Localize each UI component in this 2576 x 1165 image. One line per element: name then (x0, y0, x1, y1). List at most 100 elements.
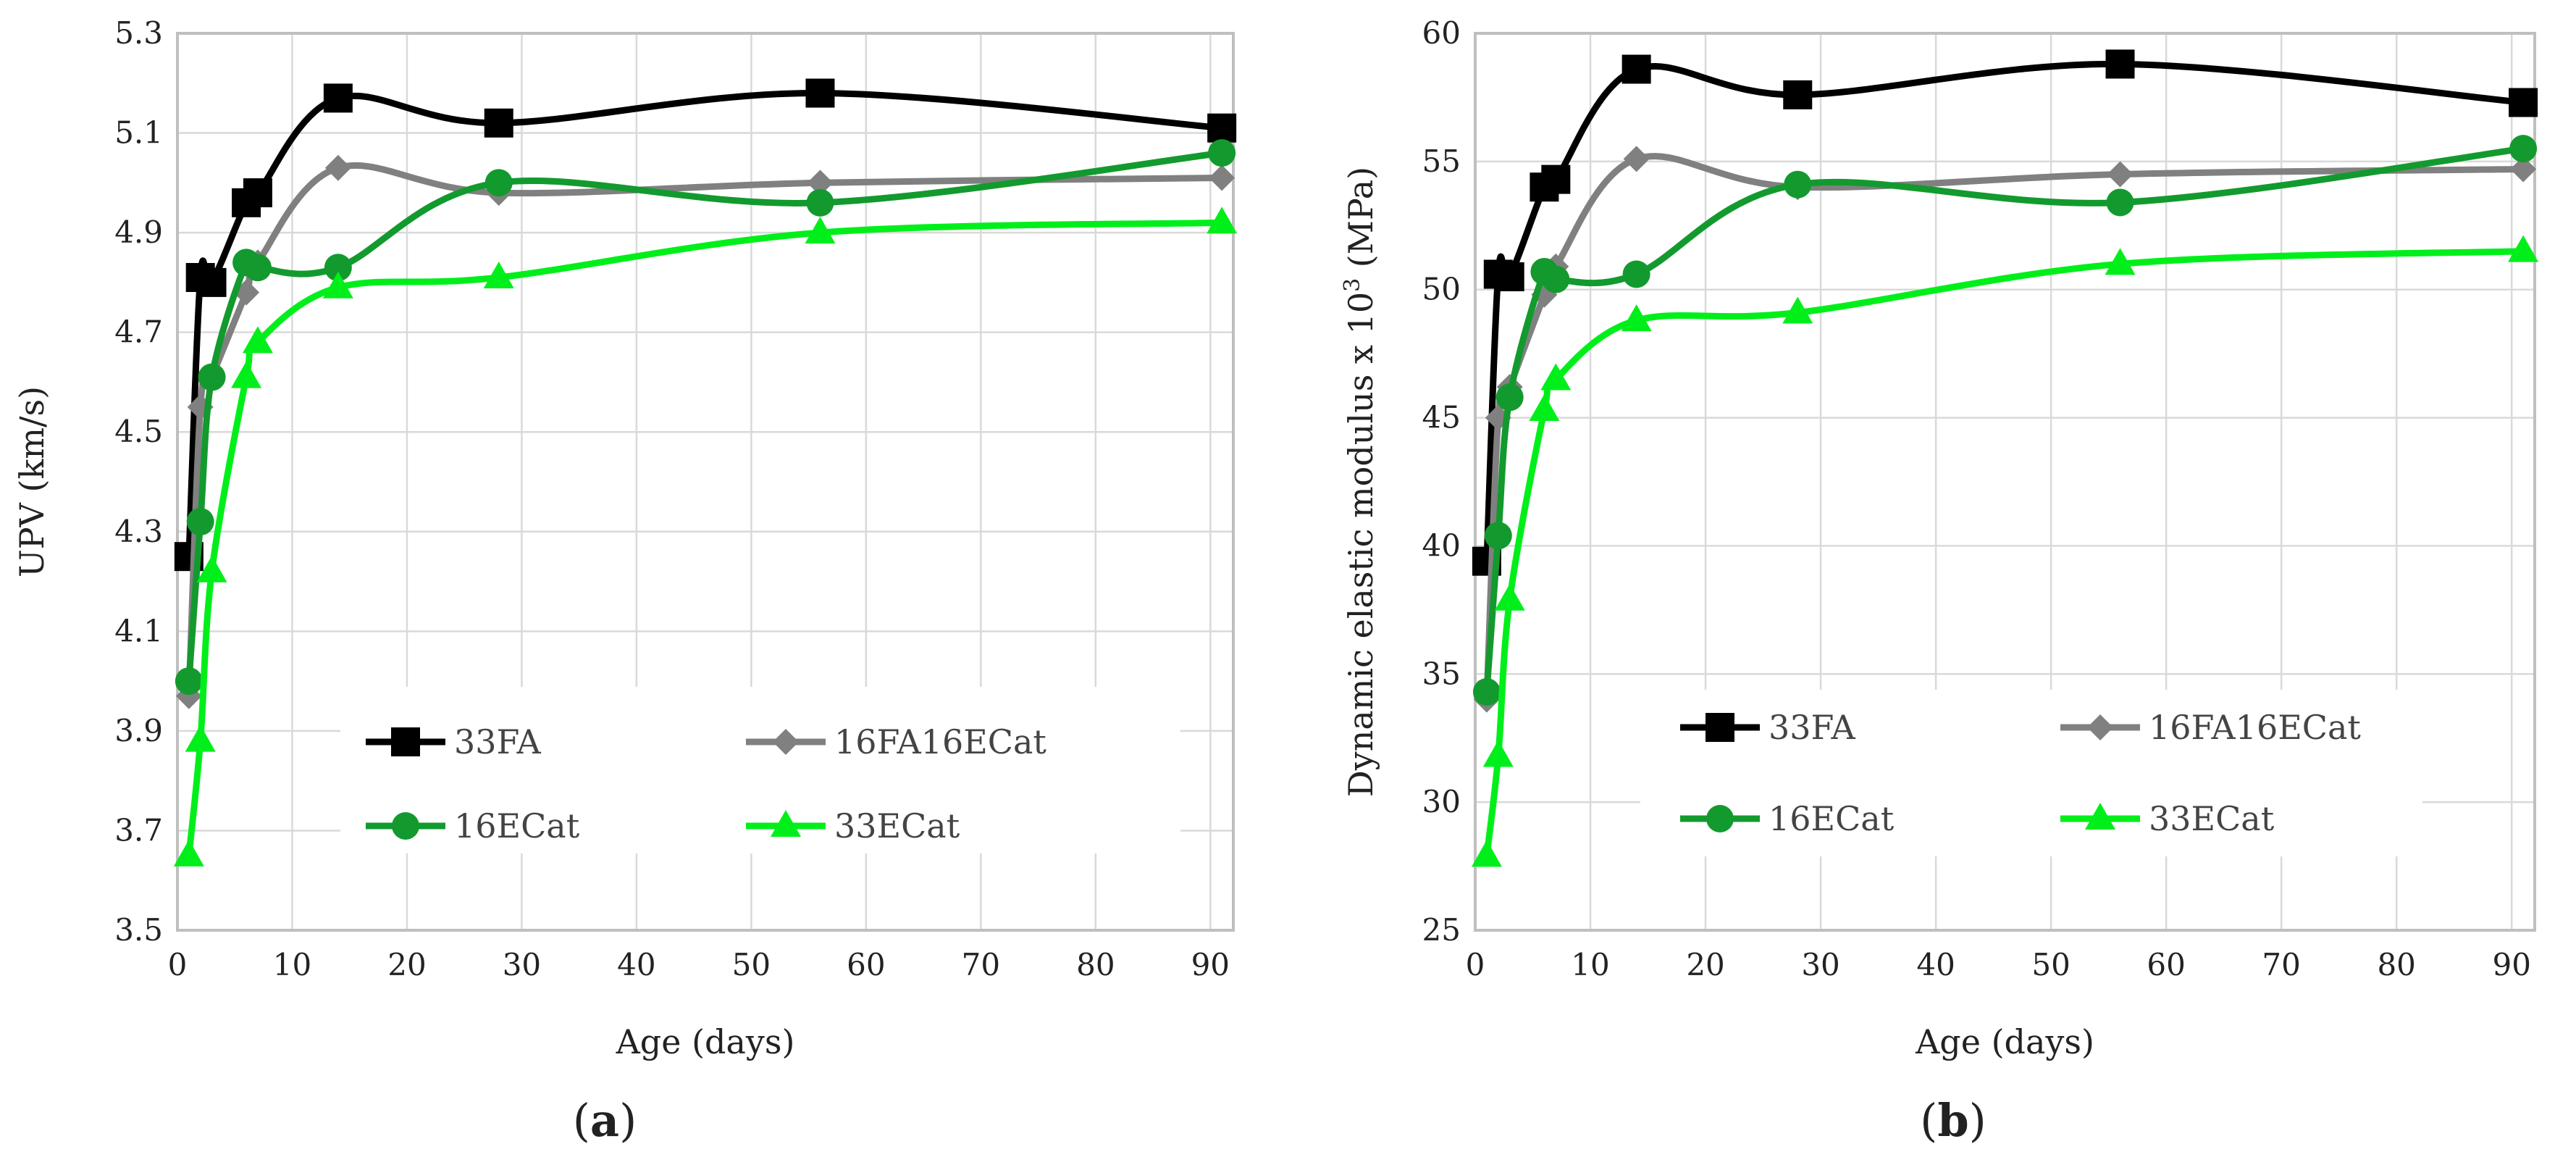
data-point (243, 178, 272, 208)
legend-marker (2087, 714, 2113, 740)
x-tick-label: 0 (1466, 947, 1485, 982)
series-16FA16ECat (1473, 146, 2537, 713)
x-axis-title: Age (days) (616, 1022, 795, 1061)
data-point (2509, 135, 2538, 163)
y-tick-label: 5.3 (114, 15, 163, 51)
data-point (186, 508, 214, 536)
data-point (231, 361, 262, 388)
data-point (1782, 296, 1813, 324)
plot-area-border (176, 32, 1235, 932)
data-point (1541, 164, 1571, 194)
series-33ECat (1471, 235, 2539, 867)
panel-label: (a) (573, 1094, 637, 1147)
x-tick-label: 60 (847, 947, 885, 982)
y-tick-label: 3.7 (114, 812, 163, 848)
y-tick-label: 4.5 (114, 414, 163, 449)
y-tick-label: 50 (1422, 272, 1461, 307)
legend-marker (2085, 803, 2115, 830)
legend-entry: 16FA16ECat (2060, 708, 2361, 747)
x-tick-label: 80 (1076, 947, 1115, 982)
data-point (1208, 139, 1236, 167)
data-point (197, 267, 227, 297)
series-33FA (174, 78, 1237, 572)
x-tick-label: 30 (503, 947, 541, 982)
data-point (322, 271, 353, 298)
legend-entry: 33FA (1680, 708, 1855, 747)
legend-label: 33FA (1769, 708, 1855, 747)
data-point (324, 254, 352, 282)
data-point (1472, 678, 1501, 706)
data-point (2508, 235, 2539, 262)
data-point (1621, 304, 1652, 332)
x-tick-label: 70 (2262, 947, 2300, 982)
y-tick-label: 5.1 (114, 115, 163, 151)
x-tick-label: 0 (168, 947, 188, 982)
series-33ECat (173, 206, 1238, 867)
x-tick-label: 30 (1801, 947, 1839, 982)
data-point (1495, 383, 1524, 412)
legend-entry: 16FA16ECat (746, 722, 1046, 761)
x-tick-label: 20 (387, 947, 426, 982)
data-point (1495, 262, 1524, 292)
y-tick-label: 4.3 (114, 514, 163, 549)
series-line (185, 149, 1225, 685)
data-point (196, 555, 227, 582)
x-tick-label: 10 (273, 947, 311, 982)
legend-label: 33FA (454, 722, 541, 761)
legend-label: 16ECat (1769, 799, 1895, 838)
legend-label: 16FA16ECat (2149, 708, 2361, 747)
data-point (1529, 393, 1560, 421)
data-point (2510, 156, 2537, 183)
data-point (198, 363, 226, 391)
data-point (1471, 840, 1502, 867)
data-point (242, 326, 273, 354)
legend-marker (771, 810, 801, 837)
series-16ECat (1472, 135, 2538, 706)
legend-label: 33ECat (834, 806, 960, 845)
y-tick-label: 35 (1422, 656, 1461, 691)
legend-label: 33ECat (2149, 799, 2275, 838)
series-33FA (1472, 49, 2538, 576)
data-point (807, 170, 834, 196)
y-tick-label: 25 (1422, 912, 1461, 948)
legend-entry: 33ECat (746, 806, 960, 845)
y-tick-label: 4.1 (114, 613, 163, 648)
data-point (1482, 740, 1514, 767)
series-line (1483, 153, 2527, 703)
data-point (1484, 522, 1512, 550)
legend-entry: 16ECat (366, 806, 580, 845)
data-point (483, 262, 514, 289)
x-tick-label: 50 (732, 947, 771, 982)
data-point (2105, 248, 2136, 275)
y-tick-label: 4.9 (114, 214, 163, 250)
data-point (175, 667, 203, 696)
legend-marker (391, 727, 420, 756)
x-tick-label: 40 (1916, 947, 1955, 982)
y-axis-title: Dynamic elastic modulus x 103 (MPa) (1340, 167, 1380, 797)
x-tick-label: 80 (2377, 947, 2415, 982)
x-axis-title: Age (days) (1915, 1022, 2094, 1061)
series-line (1483, 248, 2527, 859)
data-point (1621, 54, 1651, 84)
data-point (1540, 363, 1572, 391)
x-tick-label: 90 (1191, 947, 1230, 982)
legend-background (1640, 690, 2422, 856)
data-point (1622, 260, 1650, 288)
legend-entry: 33ECat (2060, 799, 2275, 838)
data-point (484, 169, 513, 197)
x-tick-label: 20 (1686, 947, 1724, 982)
y-tick-label: 45 (1422, 400, 1461, 435)
series-16ECat (175, 139, 1236, 696)
data-point (1783, 80, 1813, 109)
y-axis-title: UPV (km/s) (12, 386, 51, 577)
data-point (1494, 583, 1525, 611)
legend-marker (773, 729, 799, 755)
x-tick-label: 60 (2147, 947, 2185, 982)
data-point (243, 254, 272, 282)
data-point (1784, 170, 1812, 199)
y-tick-label: 3.5 (114, 912, 163, 948)
legend-entry: 16ECat (1680, 799, 1895, 838)
data-point (484, 108, 513, 138)
data-point (805, 78, 835, 108)
y-tick-label: 3.9 (114, 713, 163, 748)
